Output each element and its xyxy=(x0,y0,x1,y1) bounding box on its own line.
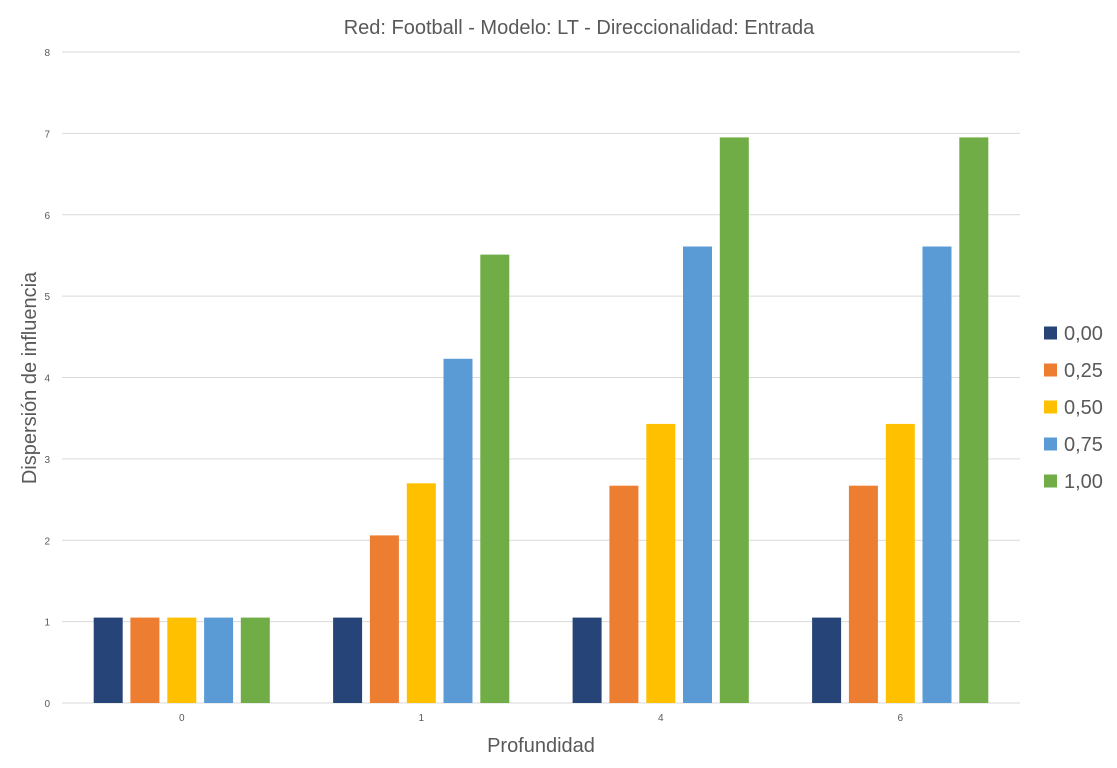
bar-0-50-cat-6 xyxy=(885,423,915,703)
chart-title: Red: Football - Modelo: LT - Direccional… xyxy=(344,17,815,39)
y-axis-tick-labels: 0 1 2 3 4 5 6 7 8 xyxy=(44,48,50,710)
y-tick-label: 7 xyxy=(44,129,50,140)
bar-0-50-cat-0 xyxy=(167,617,197,703)
bar-1-00-cat-1 xyxy=(480,254,510,703)
legend-swatch xyxy=(1044,326,1057,340)
bar-0-75-cat-1 xyxy=(443,358,473,703)
bar-0-25-cat-4 xyxy=(609,485,639,703)
y-tick-label: 3 xyxy=(44,455,50,466)
y-tick-label: 0 xyxy=(44,699,50,710)
bar-0-00-cat-6 xyxy=(812,617,842,703)
legend-item: 0,25 xyxy=(1044,360,1103,382)
bar-1-00-cat-6 xyxy=(959,137,989,703)
legend-swatch xyxy=(1044,437,1057,451)
y-tick-label: 1 xyxy=(44,618,50,629)
bar-0-75-cat-6 xyxy=(922,246,952,703)
legend-swatch xyxy=(1044,363,1057,377)
legend-label: 1,00 xyxy=(1064,471,1103,493)
x-tick-label: 6 xyxy=(897,713,903,724)
bar-1-00-cat-4 xyxy=(719,137,749,703)
x-axis-tick-labels: 0 1 4 6 xyxy=(179,713,904,724)
x-tick-label: 4 xyxy=(658,713,664,724)
bar-0-25-cat-6 xyxy=(848,485,878,703)
legend: 0,00 0,25 0,50 0,75 1,00 xyxy=(1044,323,1103,493)
bar-0-75-cat-4 xyxy=(683,246,712,703)
legend-label: 0,75 xyxy=(1064,434,1103,456)
x-tick-label: 1 xyxy=(418,713,424,724)
bar-0-00-cat-4 xyxy=(572,617,602,703)
bar-0-00-cat-0 xyxy=(93,617,123,703)
legend-label: 0,25 xyxy=(1064,360,1103,382)
legend-swatch xyxy=(1044,400,1057,414)
legend-item: 0,00 xyxy=(1044,323,1103,345)
bar-1-00-cat-0 xyxy=(240,617,270,703)
y-axis-title: Dispersión de influencia xyxy=(19,271,41,484)
y-tick-label: 8 xyxy=(44,48,50,59)
legend-item: 0,50 xyxy=(1044,397,1103,419)
x-axis-title: Profundidad xyxy=(487,735,595,757)
bar-0-25-cat-1 xyxy=(369,535,399,703)
bar-0-50-cat-4 xyxy=(646,423,676,703)
x-tick-label: 0 xyxy=(179,713,185,724)
legend-label: 0,50 xyxy=(1064,397,1103,419)
bar-0-50-cat-1 xyxy=(406,483,436,703)
y-tick-label: 5 xyxy=(44,292,50,303)
legend-item: 0,75 xyxy=(1044,434,1103,456)
bar-0-25-cat-0 xyxy=(130,617,160,703)
legend-item: 1,00 xyxy=(1044,471,1103,493)
legend-label: 0,00 xyxy=(1064,323,1103,345)
y-tick-label: 4 xyxy=(44,374,50,385)
y-tick-label: 2 xyxy=(44,536,50,547)
legend-swatch xyxy=(1044,474,1057,488)
bar-0-75-cat-0 xyxy=(204,617,234,703)
bar-0-00-cat-1 xyxy=(333,617,363,703)
bars xyxy=(93,137,989,703)
y-tick-label: 6 xyxy=(44,211,50,222)
